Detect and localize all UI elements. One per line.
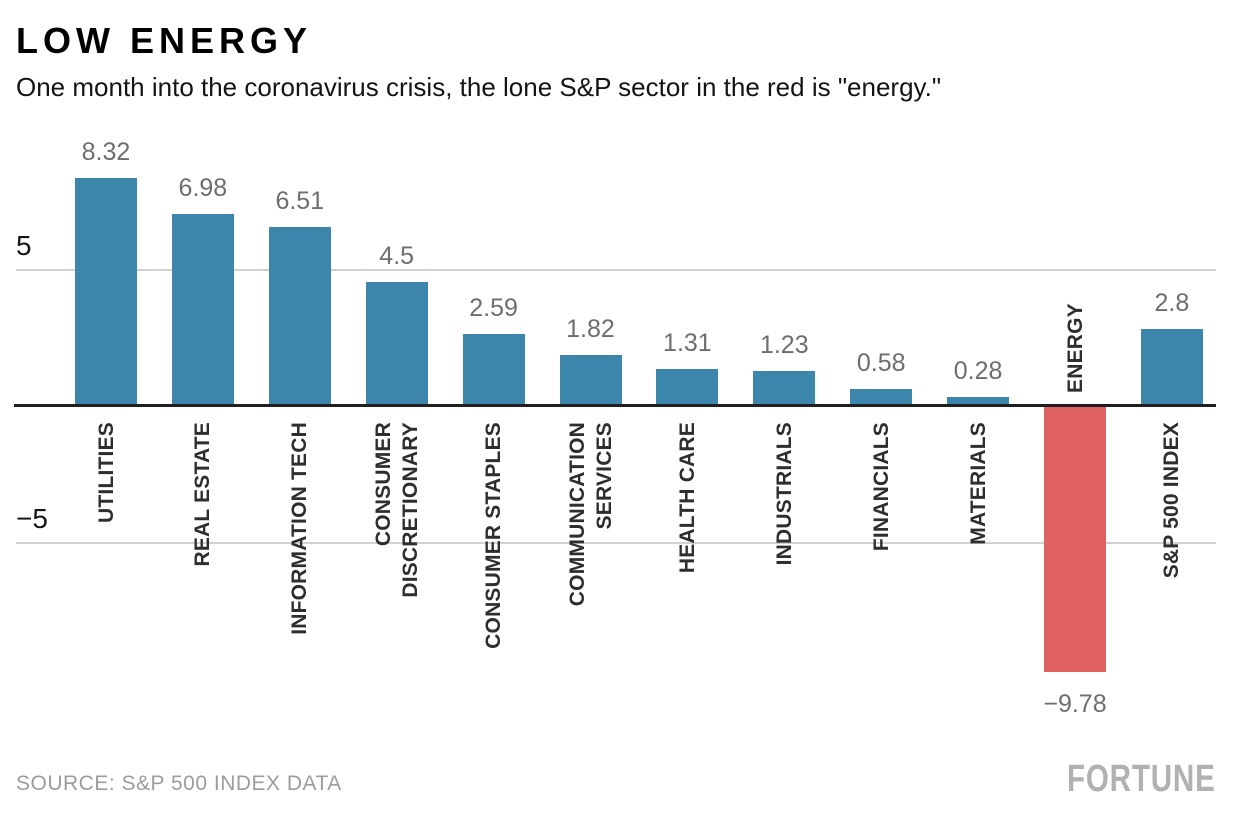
value-label-health-care: 1.31 [663, 329, 712, 358]
category-label-materials: MATERIALS [966, 422, 990, 545]
category-label-communication-services: COMMUNICATION SERVICES [565, 422, 616, 607]
bar-financials [850, 389, 913, 405]
source-credit: SOURCE: S&P 500 INDEX DATA [16, 772, 342, 795]
value-label-consumer-discretionary: 4.5 [379, 242, 415, 271]
value-label-information-tech: 6.51 [275, 187, 325, 216]
category-label-information-tech: INFORMATION TECH [288, 422, 312, 635]
value-label-industrials: 1.23 [759, 331, 809, 360]
value-label-consumer-staples: 2.59 [469, 294, 518, 323]
category-label-industrials: INDUSTRIALS [772, 422, 796, 566]
category-label-health-care: HEALTH CARE [675, 422, 699, 574]
category-label-financials: FINANCIALS [869, 422, 893, 552]
value-label-communication-services: 1.82 [566, 315, 615, 344]
bar-consumer-staples [462, 334, 525, 405]
bar-information-tech [268, 227, 331, 405]
y-axis-tick-5: 5 [16, 230, 32, 261]
fortune-logo: FORTUNE [1067, 758, 1216, 800]
category-label-real-estate: REAL ESTATE [191, 422, 215, 567]
bar-materials [947, 397, 1010, 405]
value-label-utilities: 8.32 [81, 137, 131, 166]
value-label-financials: 0.58 [856, 349, 906, 378]
y-axis-tick-neg-5: −5 [16, 503, 48, 534]
value-label-energy: −9.78 [1043, 690, 1107, 718]
bar-industrials [753, 371, 816, 405]
chart-title: LOW ENERGY [16, 20, 313, 61]
value-label-s-p-500-index: 2.8 [1154, 288, 1190, 317]
gridline-positive-5 [16, 269, 1216, 271]
category-label-consumer-discretionary: CONSUMER DISCRETIONARY [371, 422, 422, 598]
bar-utilities [75, 177, 137, 405]
x-axis-baseline [14, 404, 1216, 407]
bar-consumer-discretionary [365, 282, 428, 405]
bar-s-p-500-index [1140, 328, 1203, 405]
value-label-materials: 0.28 [953, 357, 1003, 386]
bar-communication-services [559, 355, 622, 405]
value-label-real-estate: 6.98 [178, 174, 228, 203]
category-label-consumer-staples: CONSUMER STAPLES [482, 422, 506, 649]
gridline-negative-5 [16, 542, 1216, 544]
bar-health-care [656, 369, 719, 405]
bar-real-estate [171, 214, 234, 405]
category-label-utilities: UTILITIES [94, 422, 118, 523]
category-label-energy: ENERGY [1063, 303, 1087, 393]
bar-energy [1044, 405, 1106, 672]
chart-subtitle: One month into the coronavirus crisis, t… [16, 72, 942, 102]
category-label-s-p-500-index: S&P 500 INDEX [1160, 422, 1184, 579]
